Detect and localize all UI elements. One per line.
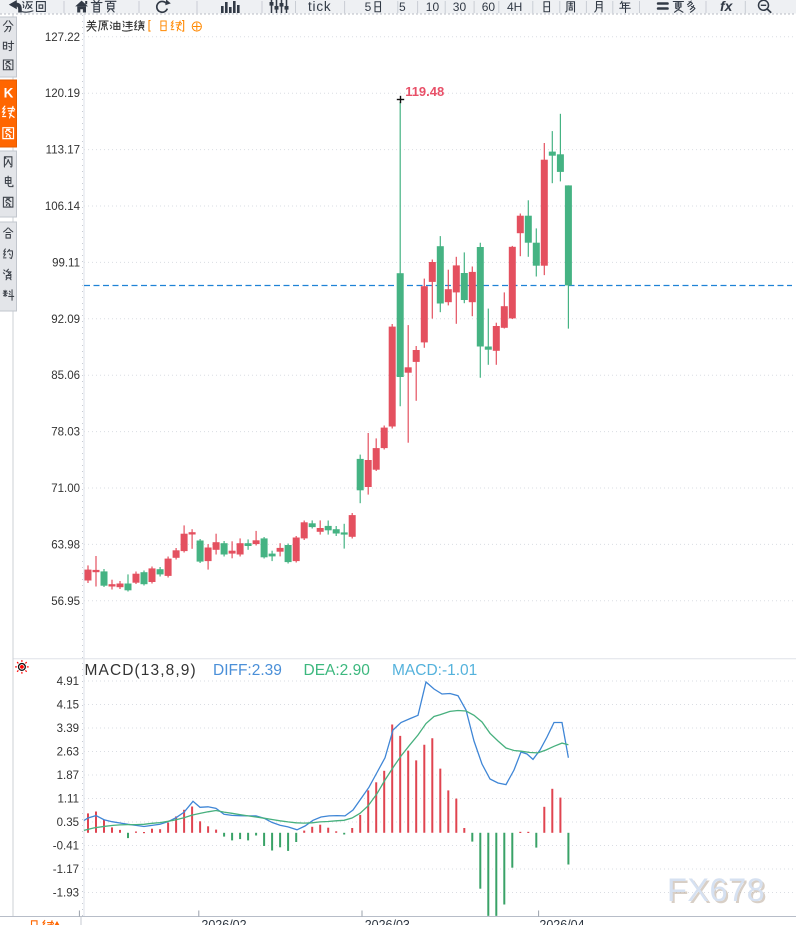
svg-text:92.09: 92.09: [51, 314, 80, 326]
svg-text:63.98: 63.98: [51, 539, 80, 551]
svg-text:2026/03: 2026/03: [365, 918, 410, 925]
svg-text:fx: fx: [720, 0, 734, 14]
svg-text:106.14: 106.14: [45, 201, 81, 213]
svg-text:4.91: 4.91: [57, 676, 79, 688]
svg-text:113.17: 113.17: [46, 145, 80, 157]
svg-text:tick: tick: [308, 0, 331, 14]
svg-text:10: 10: [426, 0, 440, 14]
svg-text:K: K: [4, 86, 14, 101]
svg-text:30: 30: [453, 0, 467, 14]
svg-text:4.15: 4.15: [57, 700, 79, 712]
svg-text:71.00: 71.00: [51, 483, 80, 495]
svg-text:85.06: 85.06: [51, 370, 80, 382]
svg-text:FX678: FX678: [669, 874, 767, 910]
svg-text:56.95: 56.95: [51, 596, 80, 608]
svg-text:119.48: 119.48: [405, 84, 444, 99]
svg-text:2026/04: 2026/04: [539, 918, 584, 925]
svg-text:127.22: 127.22: [45, 32, 80, 44]
svg-text:60: 60: [482, 0, 496, 14]
svg-text:78.03: 78.03: [51, 427, 80, 439]
svg-text:5: 5: [365, 0, 372, 14]
svg-text:MACD:-1.01: MACD:-1.01: [392, 662, 477, 679]
svg-text:4H: 4H: [507, 0, 522, 14]
svg-text:99.11: 99.11: [52, 257, 80, 269]
svg-text:1.11: 1.11: [57, 794, 79, 806]
svg-text:-1.93: -1.93: [53, 888, 79, 900]
svg-text:MACD(13,8,9): MACD(13,8,9): [85, 662, 197, 679]
svg-text:FX678: FX678: [667, 872, 765, 908]
svg-text:DEA:2.90: DEA:2.90: [304, 662, 371, 679]
svg-text:DIFF:2.39: DIFF:2.39: [213, 662, 282, 679]
svg-text:-1.17: -1.17: [53, 864, 79, 876]
svg-text:-0.41: -0.41: [53, 841, 79, 853]
svg-text:5: 5: [399, 0, 406, 14]
svg-text:3.39: 3.39: [57, 723, 79, 735]
svg-text:120.19: 120.19: [45, 88, 80, 100]
svg-text:0.35: 0.35: [57, 817, 79, 829]
svg-text:1.87: 1.87: [57, 770, 79, 782]
svg-text:2026/02: 2026/02: [201, 918, 246, 925]
svg-text:2.63: 2.63: [57, 747, 79, 759]
